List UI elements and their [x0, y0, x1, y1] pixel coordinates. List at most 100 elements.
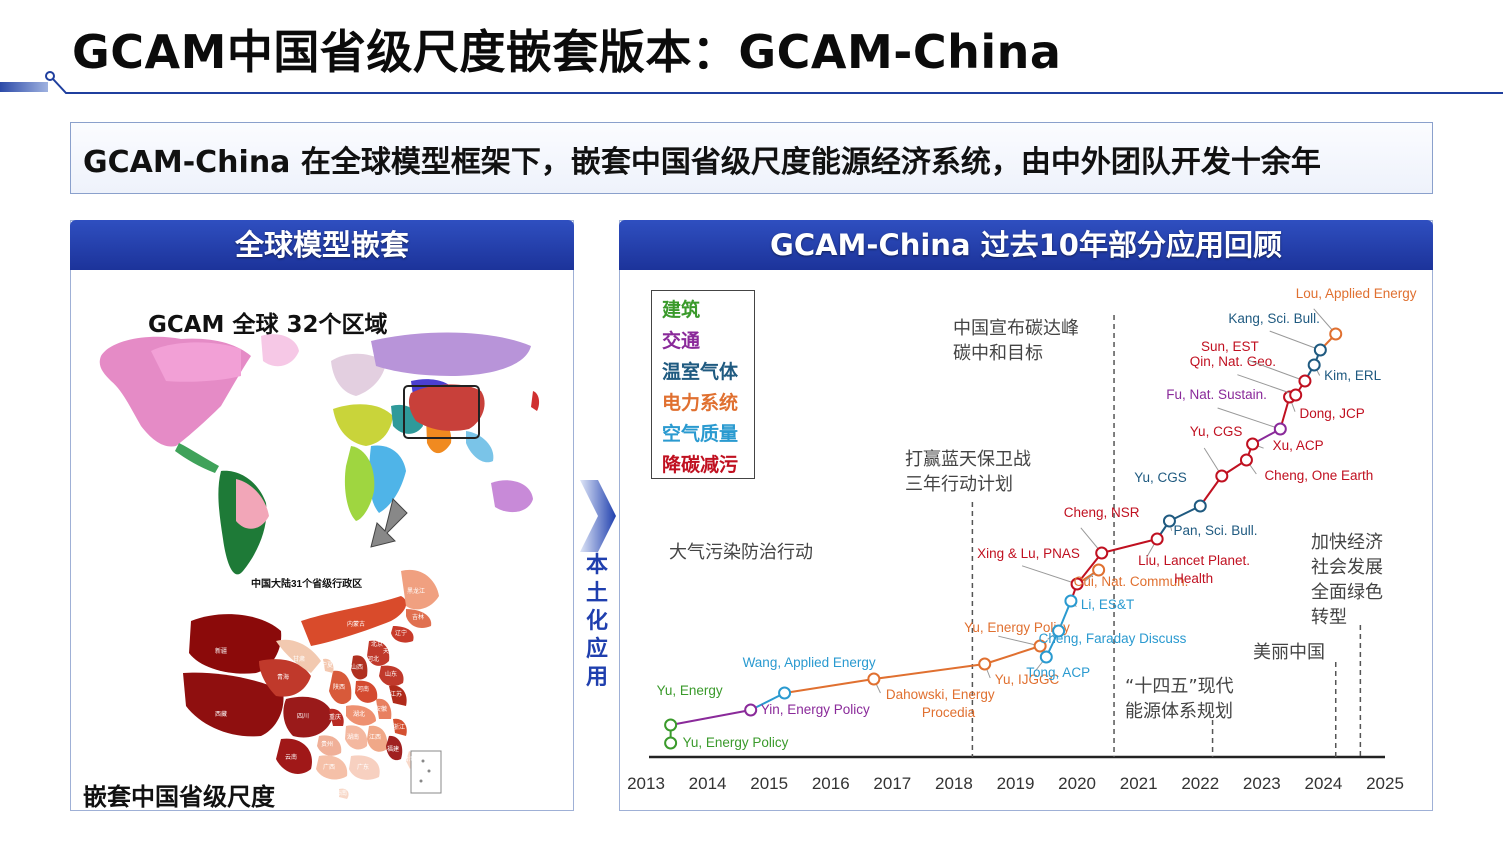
province-chongqing	[329, 708, 344, 726]
province-guangxi	[316, 755, 348, 780]
localization-arrow	[580, 480, 616, 552]
timeline-segment	[984, 645, 1041, 665]
province-heilongjiang	[401, 569, 439, 610]
publication-node	[1150, 532, 1164, 546]
world-region-australia	[491, 480, 533, 513]
province-label: 福建	[387, 745, 399, 753]
publication-label: Pan, Sci. Bull.	[1173, 523, 1257, 538]
province-label: 浙江	[393, 723, 405, 731]
label-leader	[1269, 330, 1321, 351]
publication-node	[1215, 469, 1229, 483]
year-tick-label: 2018	[935, 774, 973, 793]
publication-label: Sun, EST	[1201, 339, 1259, 354]
province-label: 天津	[383, 648, 395, 655]
year-tick-label: 2015	[750, 774, 788, 793]
publication-node	[1289, 388, 1303, 402]
province-fujian	[386, 735, 403, 761]
publication-node	[1193, 499, 1207, 513]
publication-label: Yu, Energy Policy	[683, 735, 789, 750]
publication-label: Yu, CGS	[1134, 470, 1187, 485]
province-shanxi	[351, 655, 368, 680]
province-shaanxi	[329, 670, 352, 705]
province-gansu	[276, 639, 321, 673]
publication-node	[1064, 594, 1078, 608]
province-label: 黑龙江	[407, 587, 425, 595]
world-region-africa-east	[369, 445, 406, 513]
publication-label: Cheng, One Earth	[1264, 468, 1373, 483]
publication-label: Yu, Energy	[657, 683, 723, 698]
province-label: 海南	[335, 789, 347, 797]
publication-label: Yu, CGS	[1190, 424, 1243, 439]
year-tick-label: 2021	[1120, 774, 1158, 793]
timeline-segment	[873, 663, 985, 680]
timeline-segment	[784, 678, 875, 694]
policy-label: 美丽中国	[1253, 642, 1325, 663]
province-label: 云南	[285, 753, 297, 761]
province-label: 山东	[385, 670, 397, 678]
timeline-segment	[1076, 552, 1103, 585]
summary-banner: GCAM-China 在全球模型框架下，嵌套中国省级尺度能源经济系统，由中外团队…	[70, 122, 1433, 194]
province-label: 吉林	[412, 613, 424, 621]
province-label: 河北	[367, 655, 379, 663]
china-highlight-box	[403, 385, 480, 439]
province-guangdong	[349, 755, 380, 780]
province-yunnan	[276, 738, 312, 774]
publication-node	[1070, 577, 1084, 591]
province-label: 山西	[351, 663, 363, 671]
china-map-title: 中国大陆31个省级行政区	[251, 577, 362, 590]
province-label: 四川	[297, 713, 309, 720]
province-jilin	[406, 609, 432, 628]
province-ningxia	[323, 658, 334, 673]
province-jiangxi	[367, 725, 388, 752]
publication-label: Cui, Nat. Commun.	[1074, 574, 1189, 589]
province-label: 湖南	[347, 733, 359, 741]
province-label: 内蒙古	[347, 620, 365, 628]
label-leader	[1247, 359, 1306, 382]
province-qinghai	[259, 659, 311, 697]
gcam-regions-label: GCAM 全球 32个区域	[148, 312, 388, 338]
province-liaoning	[391, 626, 414, 643]
summary-text: GCAM-China 在全球模型框架下，嵌套中国省级尺度能源经济系统，由中外团队…	[83, 145, 1321, 180]
province-zhejiang	[393, 718, 407, 736]
province-jiangsu	[389, 685, 407, 706]
year-tick-label: 2020	[1058, 774, 1096, 793]
global-nesting-panel: 全球模型嵌套 GCAM 全球 32个区域	[70, 220, 574, 811]
china-nesting-label: 嵌套中国省级尺度	[83, 783, 275, 811]
province-anhui	[376, 698, 392, 719]
province-hunan	[345, 725, 368, 750]
publication-node	[1092, 563, 1106, 577]
publication-node	[1162, 514, 1176, 528]
province-henan	[355, 680, 378, 703]
province-xizang	[183, 672, 284, 737]
publication-node	[664, 736, 678, 750]
province-hubei	[346, 705, 376, 726]
province-label: 重庆	[329, 713, 341, 721]
province-shandong	[379, 665, 404, 687]
application-review-header: GCAM-China 过去10年部分应用回顾	[619, 220, 1433, 270]
world-region-europe	[331, 353, 386, 396]
publication-label: Cheng, NSR	[1064, 505, 1140, 520]
year-tick-label: 2019	[997, 774, 1035, 793]
label-leader	[1021, 565, 1078, 585]
province-label: 宁夏	[321, 661, 333, 669]
publication-node	[1039, 650, 1053, 664]
province-label: 西藏	[215, 710, 227, 718]
publication-label: Dahowski, Energy Procedia	[886, 687, 995, 720]
province-label: 河南	[357, 685, 369, 693]
south-china-sea-inset	[410, 750, 442, 794]
province-sichuan	[283, 696, 333, 738]
legend-item-air-quality: 空气质量	[662, 423, 739, 445]
province-guizhou	[317, 735, 342, 756]
policy-label: “十四五”现代能源体系规划	[1125, 676, 1234, 722]
application-review-panel: GCAM-China 过去10年部分应用回顾	[619, 220, 1433, 811]
legend-item-buildings: 建筑	[662, 299, 701, 321]
publication-label: Cheng, Faraday Discuss	[1039, 631, 1187, 646]
maps-illustration: 中国大陆31个省级行政区	[99, 332, 540, 799]
publication-node	[1246, 437, 1260, 451]
publication-node	[1298, 374, 1312, 388]
legend-item-decarbonization: 降碳减污	[662, 454, 739, 476]
world-region-africa-south	[344, 446, 375, 521]
policy-label: 打赢蓝天保卫战三年行动计划	[905, 448, 1031, 495]
application-timeline: 2013 2014 2015 2016 2017 2018 2019 2020 2021 2022…	[627, 286, 1417, 793]
